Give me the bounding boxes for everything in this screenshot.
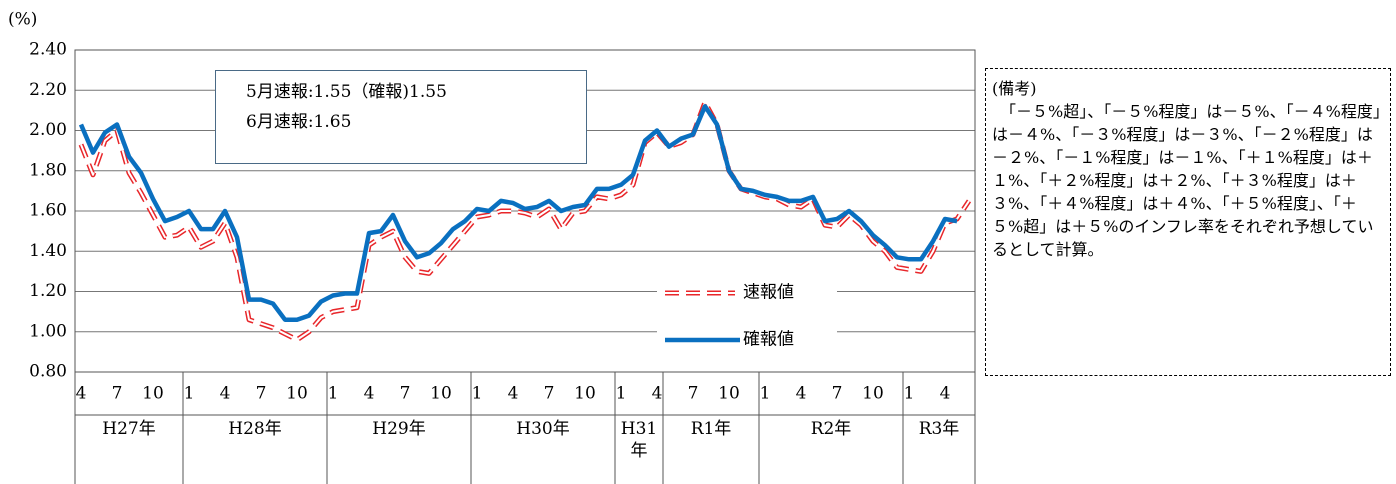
- group-label: R1年: [690, 419, 732, 439]
- x-tick-label: 10: [430, 384, 452, 404]
- series-line: [78, 104, 958, 322]
- group-label: H30年: [516, 419, 570, 439]
- x-tick-label: 4: [796, 384, 807, 404]
- x-tick-label: 4: [364, 384, 375, 404]
- x-tick-label: 10: [142, 384, 164, 404]
- x-tick-label: 4: [508, 384, 519, 404]
- y-tick-label: 2.00: [29, 120, 67, 140]
- notes-text: 「－５%超」、「－５%程度」は－５%、「－４%程度」は－４%、「－３%程度」は－…: [992, 102, 1381, 259]
- x-tick-label: 7: [544, 384, 555, 404]
- x-tick-label: 1: [184, 384, 195, 404]
- y-tick-label: 1.00: [29, 321, 67, 341]
- group-label: R3年: [918, 419, 960, 439]
- x-tick-label: 10: [862, 384, 884, 404]
- y-tick-label: 2.40: [29, 40, 67, 60]
- legend-label: 速報値: [743, 283, 794, 303]
- y-tick-label: 1.80: [29, 160, 67, 180]
- x-tick-label: 1: [760, 384, 771, 404]
- x-tick-label: 1: [328, 384, 339, 404]
- x-tick-label: 7: [256, 384, 267, 404]
- x-tick-label: 4: [652, 384, 663, 404]
- y-tick-label: 1.60: [29, 201, 67, 221]
- series-line-inner: [80, 101, 970, 341]
- x-tick-label: 7: [688, 384, 699, 404]
- group-label: H28年: [228, 419, 282, 439]
- y-tick-label: 2.20: [29, 80, 67, 100]
- x-tick-label: 4: [76, 384, 87, 404]
- x-tick-label: 7: [832, 384, 843, 404]
- x-tick-label: 7: [112, 384, 123, 404]
- x-tick-label: 4: [220, 384, 231, 404]
- annotation: 6月速報:1.65: [246, 112, 352, 132]
- x-tick-label: 10: [286, 384, 308, 404]
- group-label: H31年: [620, 419, 658, 461]
- plot-frame: [74, 49, 976, 373]
- group-label: H29年: [372, 419, 426, 439]
- annotation: 5月速報:1.55（確報)1.55: [246, 82, 447, 102]
- x-tick-label: 10: [718, 384, 740, 404]
- group-label: R2年: [810, 419, 852, 439]
- x-tick-label: 1: [616, 384, 627, 404]
- x-tick-label: 10: [574, 384, 596, 404]
- x-tick-label: 7: [400, 384, 411, 404]
- x-tick-label: 1: [904, 384, 915, 404]
- y-tick-label: 0.80: [29, 362, 67, 382]
- group-label: H27年: [102, 419, 156, 439]
- y-tick-label: 1.40: [29, 241, 67, 261]
- legend-label: 確報値: [743, 330, 794, 350]
- x-tick-label: 4: [940, 384, 951, 404]
- notes-title: (備考): [992, 79, 1037, 98]
- x-tick-label: 1: [472, 384, 483, 404]
- notes-box: (備考) 「－５%超」、「－５%程度」は－５%、「－４%程度」は－４%、「－３%…: [985, 68, 1391, 376]
- annotation-box: 5月速報:1.55（確報)1.55 6月速報:1.65: [215, 70, 587, 164]
- y-tick-label: 1.20: [29, 281, 67, 301]
- y-unit: (%): [8, 10, 37, 30]
